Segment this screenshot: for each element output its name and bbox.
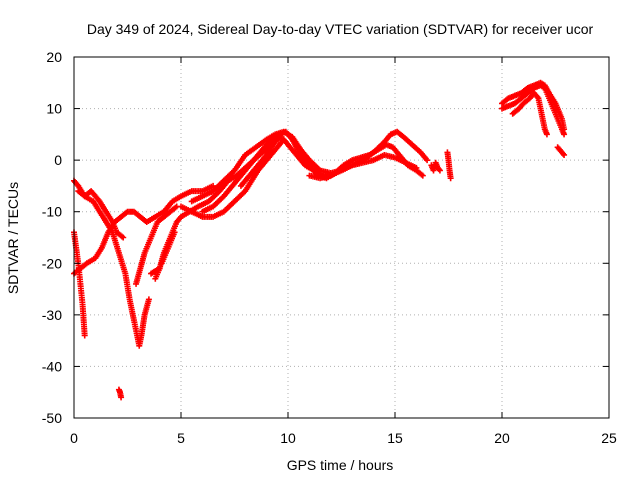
y-tick-label: -10	[42, 204, 62, 220]
x-tick-label: 25	[601, 430, 617, 446]
data-point	[436, 167, 443, 174]
data-point	[419, 172, 426, 179]
series-arc-17	[509, 90, 550, 138]
series-arc-9	[188, 128, 431, 205]
grid-layer	[74, 57, 609, 418]
series-arc-8	[178, 136, 334, 220]
series-arc-10	[199, 133, 285, 215]
y-tick-label: 20	[46, 49, 62, 65]
data-point	[543, 131, 550, 138]
y-tick-label: -20	[42, 255, 62, 271]
series-arc-19	[148, 265, 163, 277]
data-point	[447, 175, 454, 182]
series-arc-3	[71, 229, 88, 339]
x-tick-label: 5	[177, 430, 185, 446]
series-arc-5	[115, 386, 125, 401]
y-tick-label: -30	[42, 307, 62, 323]
data-point	[120, 234, 127, 241]
data-point	[276, 133, 283, 140]
data-point	[145, 296, 152, 303]
series-arc-18	[554, 144, 568, 158]
y-axis-label: SDTVAR / TECUs	[5, 182, 21, 294]
x-tick-label: 0	[70, 430, 78, 446]
data-point	[156, 265, 163, 272]
data-point	[561, 126, 568, 133]
data-point	[561, 131, 568, 138]
y-tick-label: 0	[54, 152, 62, 168]
x-tick-label: 20	[494, 430, 510, 446]
plot-frame	[73, 56, 610, 419]
x-tick-label: 10	[280, 430, 296, 446]
x-axis-label: GPS time / hours	[287, 457, 394, 473]
series-arc-11	[237, 133, 283, 189]
tick-labels-layer: 0 5 10 15 20 25 -50 -40 -30 -20 -10 0 10 20	[42, 49, 617, 446]
series-arc-13	[428, 159, 443, 174]
y-tick-label: -40	[42, 358, 62, 374]
chart-title: Day 349 of 2024, Sidereal Day-to-day VTE…	[87, 21, 594, 37]
x-tick-label: 15	[387, 430, 403, 446]
series-arc-12	[306, 151, 420, 182]
data-point	[81, 332, 88, 339]
series-arc-6	[133, 203, 180, 287]
series-arc-16	[499, 79, 568, 133]
series-arc-20	[158, 229, 178, 267]
data-point	[424, 157, 431, 164]
series-arc-2	[71, 182, 217, 277]
data-point	[561, 151, 568, 158]
ticks-layer	[73, 56, 610, 419]
data-points-layer	[71, 79, 568, 401]
y-tick-label: 10	[46, 101, 62, 117]
data-point	[171, 229, 178, 236]
y-tick-label: -50	[42, 410, 62, 426]
data-point	[413, 164, 420, 171]
data-point	[118, 394, 125, 401]
series-arc-14	[444, 149, 454, 182]
series-arc-4	[75, 188, 127, 241]
